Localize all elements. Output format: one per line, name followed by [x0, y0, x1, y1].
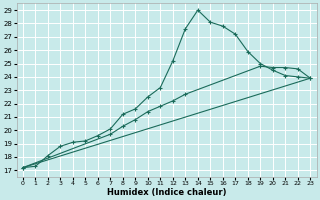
X-axis label: Humidex (Indice chaleur): Humidex (Indice chaleur): [107, 188, 226, 197]
